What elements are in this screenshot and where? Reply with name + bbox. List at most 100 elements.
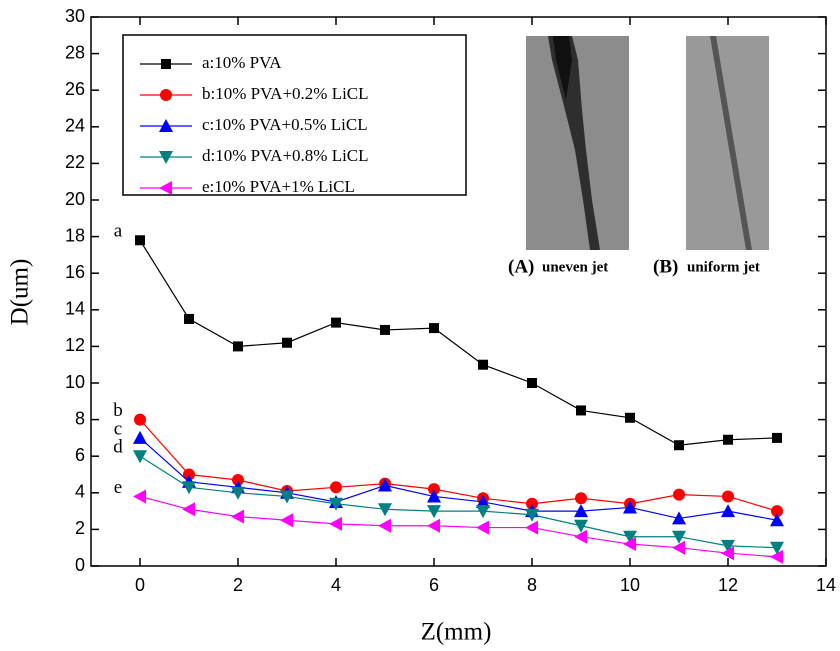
- marker: [161, 59, 171, 69]
- marker: [476, 505, 490, 519]
- series-line: [139, 437, 778, 521]
- inset-image-a: [526, 36, 629, 250]
- x-tick-label: 14: [816, 575, 836, 595]
- series-annotation: a: [114, 221, 123, 242]
- y-tick-label: 14: [65, 299, 85, 319]
- marker: [723, 434, 733, 445]
- marker: [280, 490, 294, 504]
- marker: [182, 502, 195, 517]
- series-annotation: d: [113, 437, 123, 458]
- marker: [232, 473, 244, 486]
- marker: [771, 505, 783, 518]
- marker: [722, 490, 734, 503]
- marker: [231, 486, 245, 500]
- y-tick-label: 2: [75, 518, 85, 538]
- y-tick-label: 24: [65, 116, 85, 136]
- marker: [378, 478, 392, 492]
- marker: [674, 440, 684, 451]
- inset-caption: uniform jet: [687, 259, 760, 275]
- marker: [721, 504, 735, 518]
- series-line: [139, 455, 778, 549]
- x-tick-label: 6: [429, 575, 439, 595]
- marker: [159, 181, 172, 195]
- marker: [133, 489, 146, 504]
- series-line: [139, 495, 778, 558]
- marker: [428, 483, 440, 496]
- marker: [623, 500, 637, 514]
- marker: [159, 119, 173, 132]
- y-tick-label: 12: [65, 335, 85, 355]
- y-tick-label: 26: [65, 79, 85, 99]
- x-tick-label: 4: [331, 575, 341, 595]
- marker: [525, 520, 538, 535]
- marker: [672, 530, 686, 544]
- marker: [525, 508, 539, 522]
- marker: [770, 549, 783, 564]
- marker: [183, 468, 195, 481]
- y-tick-label: 6: [75, 445, 85, 465]
- marker: [182, 481, 196, 495]
- marker: [135, 235, 145, 246]
- marker: [672, 511, 686, 525]
- legend-label: c:10% PVA+0.5% LiCL: [202, 115, 368, 134]
- y-tick-label: 30: [65, 6, 85, 26]
- marker: [623, 530, 637, 544]
- marker: [159, 151, 173, 164]
- marker: [576, 405, 586, 416]
- y-tick-label: 10: [65, 372, 85, 392]
- marker: [574, 519, 588, 533]
- x-tick-label: 10: [620, 575, 640, 595]
- legend-label: d:10% PVA+0.8% LiCL: [202, 146, 369, 165]
- marker: [134, 413, 146, 426]
- marker: [280, 513, 293, 528]
- x-tick-label: 0: [135, 575, 145, 595]
- marker: [329, 516, 342, 531]
- y-tick-label: 8: [75, 408, 85, 428]
- y-tick-label: 18: [65, 225, 85, 245]
- series-annotation: e: [114, 477, 122, 498]
- marker: [772, 432, 782, 443]
- marker: [160, 89, 172, 101]
- plot-frame: [90, 16, 827, 567]
- x-tick-label: 8: [527, 575, 537, 595]
- marker: [673, 488, 685, 501]
- marker: [575, 492, 587, 505]
- x-tick-label: 12: [718, 575, 738, 595]
- marker: [770, 513, 784, 527]
- marker: [133, 430, 147, 444]
- y-tick-label: 0: [75, 555, 85, 575]
- marker: [721, 539, 735, 553]
- y-tick-label: 20: [65, 189, 85, 209]
- y-tick-label: 4: [75, 482, 85, 502]
- marker: [330, 481, 342, 494]
- marker: [478, 359, 488, 370]
- marker: [770, 541, 784, 555]
- marker: [476, 520, 489, 535]
- legend-box: [122, 34, 467, 196]
- legend: a:10% PVA b:10% PVA+0.2% LiCL c:10% PVA+0.…: [122, 34, 467, 196]
- marker: [380, 324, 390, 335]
- y-axis-title: D(um): [7, 259, 34, 326]
- inset-caption: uneven jet: [542, 259, 608, 275]
- x-axis-title: Z(mm): [421, 619, 492, 646]
- series-line: [139, 239, 778, 446]
- y-tick-label: 22: [65, 152, 85, 172]
- marker: [526, 497, 538, 510]
- marker: [427, 505, 441, 519]
- marker: [721, 546, 734, 561]
- inset-tag: (A): [508, 256, 534, 277]
- marker: [574, 504, 588, 518]
- marker: [331, 317, 341, 328]
- x-tick-label: 2: [233, 575, 243, 595]
- marker: [184, 313, 194, 324]
- series-annotation: c: [114, 418, 122, 439]
- marker: [378, 503, 392, 517]
- marker: [672, 540, 685, 555]
- marker: [329, 497, 343, 511]
- marker: [527, 378, 537, 388]
- y-tick-label: 16: [65, 262, 85, 282]
- marker: [378, 518, 391, 533]
- series-line: [139, 419, 778, 512]
- legend-label: b:10% PVA+0.2% LiCL: [202, 84, 369, 103]
